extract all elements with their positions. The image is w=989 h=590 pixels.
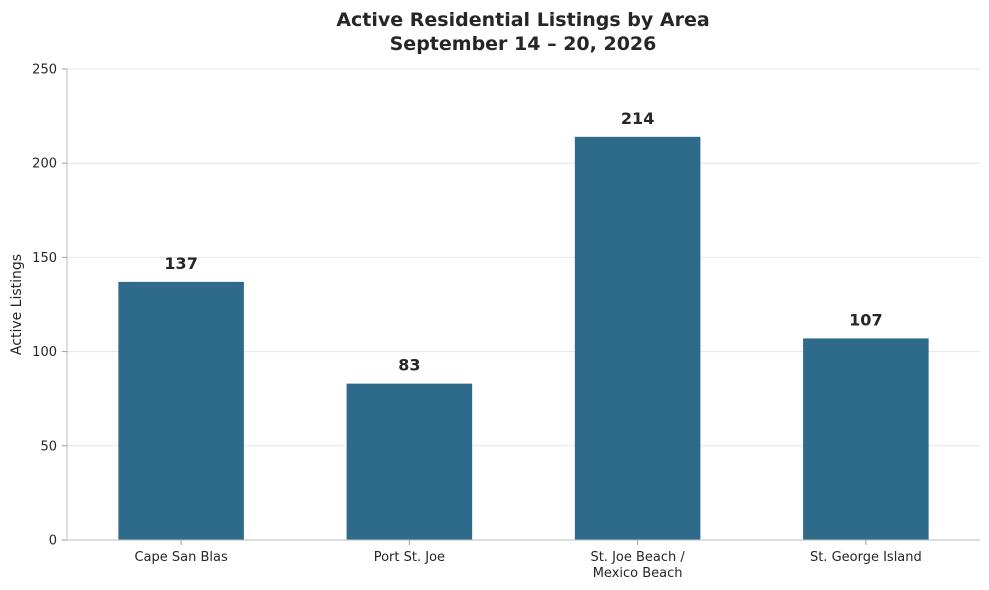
bars <box>118 136 929 540</box>
chart-title-text: Active Residential Listings by Area Septe… <box>336 9 709 55</box>
bar <box>118 281 244 540</box>
y-tick-label: 200 <box>32 157 57 172</box>
x-tick-label-line: Mexico Beach <box>593 566 683 581</box>
y-tick-label: 150 <box>32 251 57 266</box>
value-labels: 137 83 214 107 <box>164 109 882 375</box>
chart-title-line: September 14 – 20, 2026 <box>390 33 657 55</box>
x-tick-label: Port St. Joe <box>374 550 445 565</box>
x-tick-label-line: Port St. Joe <box>374 550 445 565</box>
x-tick-label: St. Joe Beach / Mexico Beach <box>590 550 685 581</box>
y-tick-label: 100 <box>32 345 57 360</box>
bar <box>346 383 473 540</box>
y-tick-label: 0 <box>49 534 57 549</box>
bar-value-label: 214 <box>621 109 654 128</box>
y-tick-label: 50 <box>40 439 57 454</box>
x-tick-label-line: St. Joe Beach / <box>590 550 685 565</box>
bar-value-label: 83 <box>398 356 420 375</box>
x-tick-label: St. George Island <box>810 550 922 565</box>
axes <box>66 69 980 541</box>
y-axis-ticks: 0 50 100 150 200 250 <box>32 63 67 549</box>
y-axis-label-text: Active Listings <box>9 254 25 355</box>
bar-value-label: 107 <box>849 310 882 329</box>
x-tick-label-line: St. George Island <box>810 550 922 565</box>
x-tick-label: Cape San Blas <box>134 550 228 565</box>
y-tick-label: 250 <box>32 63 57 78</box>
bar <box>574 136 701 540</box>
chart-title-line: Active Residential Listings by Area <box>336 9 709 31</box>
x-tick-label-line: Cape San Blas <box>134 550 228 565</box>
x-axis-ticks: Cape San Blas Port St. Joe St. Joe Beach /… <box>134 540 922 581</box>
bar-value-label: 137 <box>164 254 197 273</box>
chart-title: Active Residential Listings by Area Septe… <box>336 9 709 55</box>
y-axis-label: Active Listings <box>9 254 25 355</box>
bar <box>803 338 929 540</box>
